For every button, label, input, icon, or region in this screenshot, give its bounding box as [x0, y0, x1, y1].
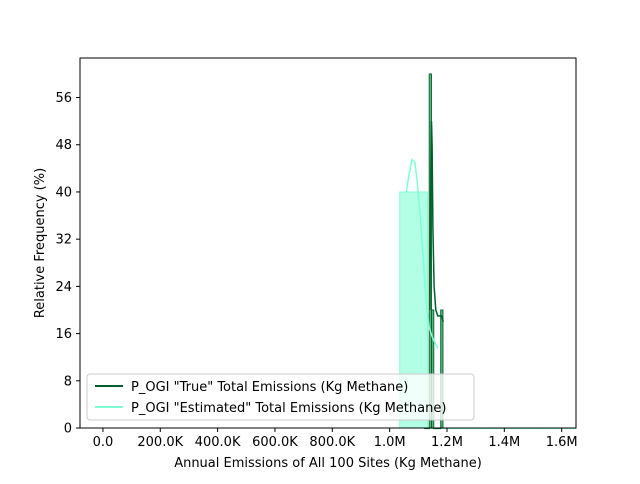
y-tick-label: 48	[55, 138, 72, 153]
y-tick-label: 8	[64, 374, 72, 389]
x-tick-label: 200.0K	[137, 435, 183, 450]
legend-label-true: P_OGI "True" Total Emissions (Kg Methane…	[131, 380, 408, 395]
x-axis-ticks: 0.0 200.0K 400.0K 600.0K 800.0K 1.0M 1.2M 1.4M 1…	[93, 428, 578, 450]
legend: P_OGI "True" Total Emissions (Kg Methane…	[86, 373, 475, 421]
y-tick-label: 16	[55, 327, 72, 342]
legend-box	[86, 373, 475, 421]
x-tick-label: 1.4M	[488, 435, 520, 450]
kde-line-series-0	[429, 121, 445, 323]
plot-frame	[79, 57, 577, 429]
x-tick-label: 400.0K	[195, 435, 241, 450]
x-tick-label: 1.2M	[431, 435, 463, 450]
x-tick-label: 800.0K	[309, 435, 355, 450]
y-tick-label: 32	[55, 233, 72, 248]
y-tick-label: 40	[55, 185, 72, 200]
y-tick-label: 0	[64, 422, 72, 437]
kde-line-series-1	[405, 157, 439, 349]
x-axis-label: Annual Emissions of All 100 Sites (Kg Me…	[174, 456, 482, 471]
y-axis-label: Relative Frequency (%)	[33, 168, 48, 318]
legend-label-estimated: P_OGI "Estimated" Total Emissions (Kg Me…	[131, 401, 446, 416]
kde-lines	[405, 121, 445, 349]
x-tick-label: 1.6M	[546, 435, 578, 450]
y-tick-label: 24	[55, 280, 72, 295]
x-tick-label: 1.0M	[374, 435, 406, 450]
x-tick-label: 0.0	[93, 435, 114, 450]
y-tick-label: 56	[55, 91, 72, 106]
y-axis-ticks: 0 8 16 24 32 40 48 56	[55, 91, 80, 437]
plot-background	[80, 58, 576, 428]
x-tick-label: 600.0K	[252, 435, 298, 450]
